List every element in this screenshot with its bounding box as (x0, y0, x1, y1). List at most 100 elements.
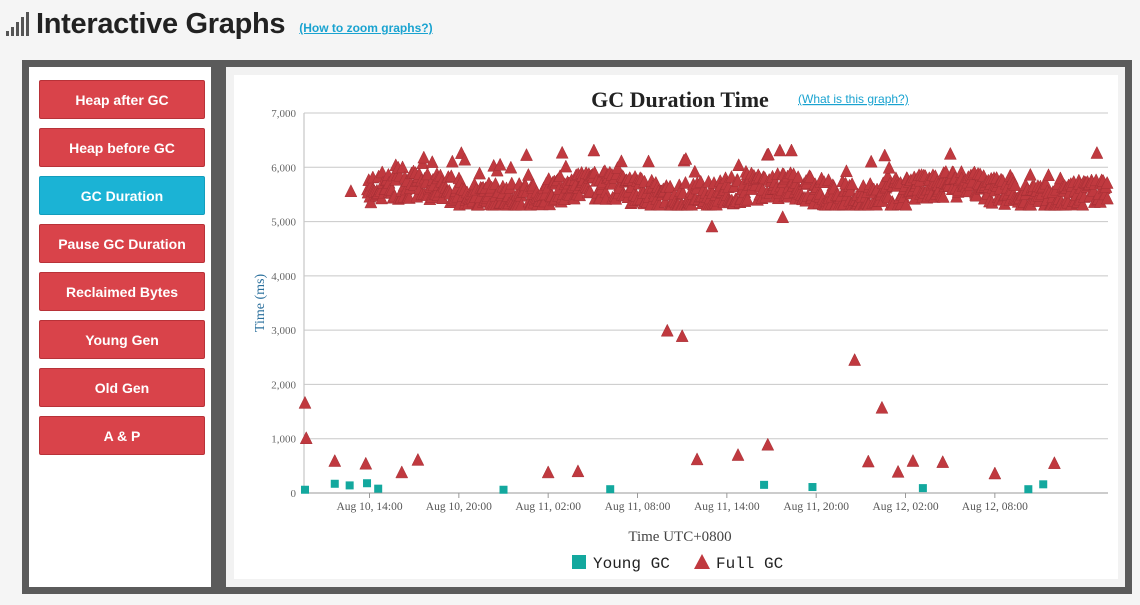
nav-gc-duration-button[interactable]: GC Duration (39, 176, 205, 215)
full-gc-point (731, 447, 745, 461)
full-gc-point (1042, 168, 1055, 182)
signal-bars-icon (6, 12, 29, 36)
full-gc-point (936, 189, 950, 203)
chart-area: 0 1,000 2,000 3,000 4,000 5,000 6,000 7,000 Aug … (234, 75, 1118, 579)
full-gc-point (1076, 197, 1090, 211)
nav-young-gen-button[interactable]: Young Gen (39, 320, 205, 359)
young-gc-point (363, 479, 372, 488)
full-gc-point (1100, 191, 1114, 205)
legend-full-gc-label[interactable]: Full GC (716, 555, 783, 573)
full-gc-point (891, 464, 905, 478)
full-gc-point (445, 154, 459, 168)
full-gc-point (328, 453, 342, 467)
legend-full-gc-marker (694, 554, 710, 569)
nav-reclaimed-bytes-button[interactable]: Reclaimed Bytes (39, 272, 205, 311)
full-gc-point (861, 454, 875, 468)
nav-old-gen-button[interactable]: Old Gen (39, 368, 205, 407)
full-gc-point (761, 437, 775, 451)
chart-panel: 0 1,000 2,000 3,000 4,000 5,000 6,000 7,000 Aug … (226, 67, 1125, 587)
full-gc-point (762, 147, 775, 161)
full-gc-point (1023, 167, 1037, 181)
x-tick-label: Aug 12, 08:00 (962, 501, 1028, 513)
legend-young-gc-marker (572, 555, 586, 569)
y-tick-label: 1,000 (271, 434, 296, 446)
chart-title: GC Duration Time (591, 87, 769, 112)
full-gc-point (299, 431, 313, 444)
y-axis-label: Time (ms) (253, 274, 268, 333)
full-gc-point (425, 155, 439, 168)
full-gc-point (845, 177, 859, 190)
full-gc-point (840, 164, 853, 178)
legend-young-gc-label[interactable]: Young GC (593, 555, 670, 573)
young-gc-point (345, 481, 354, 490)
full-gc-point (541, 465, 555, 479)
x-tick-label: Aug 10, 20:00 (426, 501, 492, 513)
y-tick-label: 4,000 (271, 271, 296, 283)
full-gc-point (504, 160, 518, 174)
full-gc-point (298, 395, 312, 409)
young-gc-point (1024, 485, 1033, 494)
y-tick-label: 6,000 (271, 162, 296, 174)
young-gc-point (300, 485, 309, 494)
full-gc-point (493, 157, 507, 171)
x-tick-label: Aug 11, 14:00 (694, 501, 760, 513)
gc-duration-chart[interactable]: 0 1,000 2,000 3,000 4,000 5,000 6,000 7,000 Aug … (234, 75, 1118, 579)
full-gc-point (555, 145, 569, 159)
full-gc-point (843, 183, 857, 197)
full-gc-point (1047, 456, 1061, 469)
nav-pause-gc-duration-button[interactable]: Pause GC Duration (39, 224, 205, 263)
graph-help-link[interactable]: (What is this graph?) (798, 92, 909, 106)
full-gc-point (688, 164, 702, 178)
full-gc-point (679, 175, 692, 189)
full-gc-point (705, 219, 719, 233)
full-gc-point (421, 167, 434, 181)
full-gc-point (878, 148, 892, 162)
chart-legend: Young GC Full GC (572, 554, 783, 573)
page-title: Interactive Graphs (36, 7, 286, 40)
y-tick-label: 5,000 (271, 217, 296, 229)
full-gc-point (642, 154, 655, 168)
full-gc-point (396, 160, 409, 174)
full-gc-point (344, 184, 358, 197)
full-gc-point (615, 154, 628, 168)
full-gc-point (559, 159, 573, 173)
full-gc-point (791, 170, 805, 183)
graphs-frame: Heap after GC Heap before GC GC Duration… (22, 60, 1132, 594)
full-gc-point (741, 192, 754, 206)
nav-heap-after-gc-button[interactable]: Heap after GC (39, 80, 205, 119)
zoom-help-link[interactable]: (How to zoom graphs?) (299, 21, 433, 35)
full-gc-point (663, 179, 677, 193)
full-gc-point (882, 160, 896, 174)
young-gc-point (808, 483, 817, 492)
x-tick-label: Aug 11, 08:00 (605, 501, 671, 513)
full-gc-point (395, 465, 409, 479)
y-tick-label: 7,000 (271, 108, 296, 120)
full-gc-point (675, 329, 689, 342)
young-gc-point (760, 480, 769, 489)
young-gc-point (499, 485, 508, 494)
full-gc-point (571, 464, 585, 478)
full-gc-point (364, 195, 378, 209)
x-tick-label: Aug 11, 20:00 (783, 501, 849, 513)
full-gc-point (473, 166, 486, 180)
full-gc-point (679, 151, 693, 165)
nav-a-and-p-button[interactable]: A & P (39, 416, 205, 455)
y-tick-label: 3,000 (271, 325, 296, 337)
full-gc-point (785, 143, 798, 157)
nav-heap-before-gc-button[interactable]: Heap before GC (39, 128, 205, 167)
full-gc-point (1053, 171, 1067, 185)
full-gc-point (776, 210, 790, 224)
full-gc-point (587, 143, 601, 157)
full-gc-point (444, 169, 458, 183)
young-gc-point (918, 484, 927, 493)
young-gc-point (330, 479, 339, 488)
full-gc-point (988, 466, 1002, 480)
full-gc-point (521, 167, 535, 181)
full-gc-point (611, 160, 624, 174)
young-gc-point (374, 484, 383, 493)
full-gc-point (773, 143, 787, 157)
full-gc-point (359, 456, 373, 470)
full-gc-point (864, 154, 878, 168)
full-gc-point (969, 188, 983, 202)
full-gc-point (660, 323, 674, 337)
